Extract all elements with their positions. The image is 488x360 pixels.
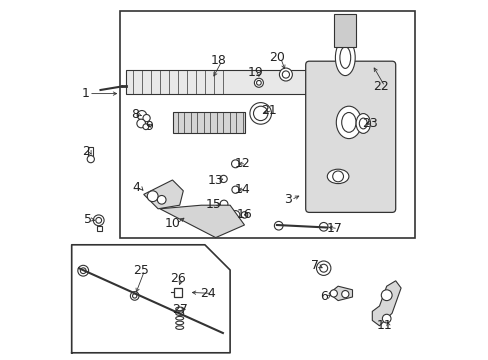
Text: 26: 26 <box>170 273 185 285</box>
Text: 20: 20 <box>268 51 284 64</box>
Text: 23: 23 <box>361 117 377 130</box>
Text: 1: 1 <box>81 87 89 100</box>
Text: 22: 22 <box>373 80 388 93</box>
Ellipse shape <box>316 261 330 275</box>
Bar <box>120 11 415 238</box>
Circle shape <box>381 290 391 301</box>
Ellipse shape <box>254 78 263 87</box>
Text: 3: 3 <box>283 193 291 206</box>
Bar <box>172 112 244 133</box>
Polygon shape <box>328 286 352 301</box>
Ellipse shape <box>326 169 348 184</box>
Polygon shape <box>143 180 183 209</box>
Text: 17: 17 <box>326 222 342 235</box>
Text: 15: 15 <box>205 198 222 211</box>
Circle shape <box>132 294 137 298</box>
Text: 24: 24 <box>200 287 216 300</box>
Circle shape <box>319 222 327 231</box>
Circle shape <box>157 195 166 204</box>
Circle shape <box>87 156 94 163</box>
Text: 18: 18 <box>210 54 226 67</box>
Circle shape <box>142 114 150 122</box>
Circle shape <box>382 314 390 323</box>
Polygon shape <box>160 205 244 238</box>
Circle shape <box>137 119 145 128</box>
Text: 25: 25 <box>133 264 149 276</box>
Ellipse shape <box>175 321 183 325</box>
Text: 7: 7 <box>310 259 318 272</box>
Circle shape <box>80 268 86 274</box>
Circle shape <box>147 191 158 202</box>
Circle shape <box>274 221 283 230</box>
Circle shape <box>130 292 139 300</box>
Text: 27: 27 <box>171 303 187 316</box>
Ellipse shape <box>359 118 366 129</box>
Text: 13: 13 <box>207 174 223 186</box>
Text: 8: 8 <box>130 108 139 121</box>
Ellipse shape <box>319 264 327 272</box>
Ellipse shape <box>175 316 183 320</box>
Circle shape <box>231 186 239 193</box>
Ellipse shape <box>336 106 361 139</box>
Text: 21: 21 <box>261 104 276 117</box>
Circle shape <box>220 200 227 208</box>
Bar <box>88 147 93 156</box>
Ellipse shape <box>341 112 355 132</box>
Ellipse shape <box>175 307 183 311</box>
Circle shape <box>142 124 148 130</box>
Circle shape <box>341 291 348 298</box>
Ellipse shape <box>335 40 354 76</box>
Circle shape <box>78 265 88 276</box>
Text: 10: 10 <box>164 217 180 230</box>
Circle shape <box>137 111 146 120</box>
Circle shape <box>96 217 102 223</box>
Ellipse shape <box>339 47 350 68</box>
Circle shape <box>282 71 289 78</box>
Text: 4: 4 <box>132 181 140 194</box>
Ellipse shape <box>175 312 183 315</box>
Text: 14: 14 <box>234 183 250 196</box>
Bar <box>334 14 355 47</box>
Circle shape <box>220 175 227 183</box>
Text: 11: 11 <box>376 319 392 332</box>
Ellipse shape <box>355 114 370 134</box>
Ellipse shape <box>256 81 261 85</box>
Ellipse shape <box>175 326 183 329</box>
Ellipse shape <box>249 103 271 124</box>
Text: 16: 16 <box>236 208 252 221</box>
Circle shape <box>332 171 343 182</box>
Text: 19: 19 <box>247 66 263 78</box>
Text: 6: 6 <box>319 291 327 303</box>
Polygon shape <box>371 281 400 326</box>
Circle shape <box>231 160 239 168</box>
Text: 2: 2 <box>82 145 90 158</box>
Text: 9: 9 <box>145 120 153 133</box>
Text: 12: 12 <box>234 157 250 170</box>
Bar <box>97 226 102 231</box>
Bar <box>125 70 341 94</box>
Circle shape <box>93 215 104 226</box>
Bar <box>174 288 182 297</box>
Circle shape <box>329 290 337 297</box>
Circle shape <box>241 212 247 218</box>
Ellipse shape <box>253 106 267 121</box>
Text: 5: 5 <box>84 213 92 226</box>
FancyBboxPatch shape <box>305 61 395 212</box>
Circle shape <box>231 211 239 219</box>
Circle shape <box>279 68 292 81</box>
